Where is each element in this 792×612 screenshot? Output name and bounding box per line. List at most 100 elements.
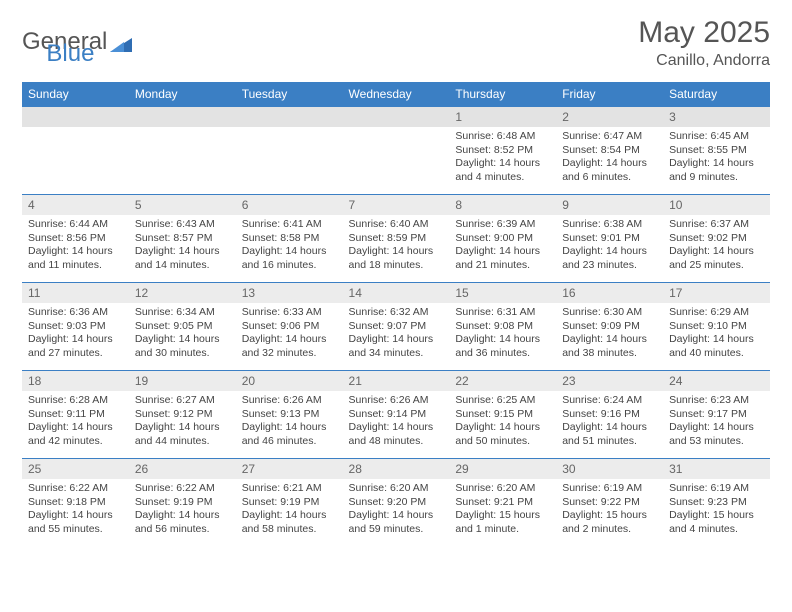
- day-cell: [236, 107, 343, 195]
- detail-line: and 56 minutes.: [135, 523, 230, 537]
- day-details: Sunrise: 6:26 AMSunset: 9:14 PMDaylight:…: [343, 391, 450, 455]
- week-row: 4Sunrise: 6:44 AMSunset: 8:56 PMDaylight…: [22, 195, 770, 283]
- logo-triangle-icon: [110, 31, 132, 47]
- day-details: Sunrise: 6:39 AMSunset: 9:00 PMDaylight:…: [449, 215, 556, 279]
- day-number: 4: [22, 195, 129, 215]
- day-number: 29: [449, 459, 556, 479]
- detail-line: Daylight: 14 hours: [455, 157, 550, 171]
- detail-line: Daylight: 14 hours: [28, 245, 123, 259]
- day-details: Sunrise: 6:44 AMSunset: 8:56 PMDaylight:…: [22, 215, 129, 279]
- detail-line: Daylight: 14 hours: [242, 333, 337, 347]
- detail-line: Sunrise: 6:29 AM: [669, 306, 764, 320]
- detail-line: Daylight: 14 hours: [669, 333, 764, 347]
- day-details: [343, 127, 450, 136]
- detail-line: and 9 minutes.: [669, 171, 764, 185]
- day-number: 17: [663, 283, 770, 303]
- day-cell: 29Sunrise: 6:20 AMSunset: 9:21 PMDayligh…: [449, 459, 556, 547]
- day-details: Sunrise: 6:36 AMSunset: 9:03 PMDaylight:…: [22, 303, 129, 367]
- day-cell: 23Sunrise: 6:24 AMSunset: 9:16 PMDayligh…: [556, 371, 663, 459]
- detail-line: Sunset: 9:15 PM: [455, 408, 550, 422]
- day-number: 26: [129, 459, 236, 479]
- detail-line: Sunrise: 6:32 AM: [349, 306, 444, 320]
- day-number: 10: [663, 195, 770, 215]
- detail-line: Daylight: 15 hours: [455, 509, 550, 523]
- day-details: Sunrise: 6:24 AMSunset: 9:16 PMDaylight:…: [556, 391, 663, 455]
- detail-line: Sunset: 9:01 PM: [562, 232, 657, 246]
- detail-line: Sunrise: 6:24 AM: [562, 394, 657, 408]
- detail-line: Sunset: 9:21 PM: [455, 496, 550, 510]
- day-number: 23: [556, 371, 663, 391]
- detail-line: and 18 minutes.: [349, 259, 444, 273]
- detail-line: Sunrise: 6:21 AM: [242, 482, 337, 496]
- day-cell: [343, 107, 450, 195]
- detail-line: Sunset: 9:10 PM: [669, 320, 764, 334]
- detail-line: Sunrise: 6:27 AM: [135, 394, 230, 408]
- detail-line: Daylight: 14 hours: [455, 421, 550, 435]
- detail-line: Sunrise: 6:20 AM: [349, 482, 444, 496]
- detail-line: Sunrise: 6:31 AM: [455, 306, 550, 320]
- day-cell: 18Sunrise: 6:28 AMSunset: 9:11 PMDayligh…: [22, 371, 129, 459]
- day-details: Sunrise: 6:38 AMSunset: 9:01 PMDaylight:…: [556, 215, 663, 279]
- day-number: 30: [556, 459, 663, 479]
- day-details: Sunrise: 6:20 AMSunset: 9:21 PMDaylight:…: [449, 479, 556, 543]
- day-details: Sunrise: 6:47 AMSunset: 8:54 PMDaylight:…: [556, 127, 663, 191]
- day-cell: 16Sunrise: 6:30 AMSunset: 9:09 PMDayligh…: [556, 283, 663, 371]
- detail-line: Sunset: 8:56 PM: [28, 232, 123, 246]
- detail-line: Daylight: 14 hours: [242, 421, 337, 435]
- detail-line: and 36 minutes.: [455, 347, 550, 361]
- week-row: 11Sunrise: 6:36 AMSunset: 9:03 PMDayligh…: [22, 283, 770, 371]
- detail-line: Daylight: 14 hours: [455, 245, 550, 259]
- day-number: 16: [556, 283, 663, 303]
- detail-line: Sunset: 8:55 PM: [669, 144, 764, 158]
- detail-line: Sunrise: 6:30 AM: [562, 306, 657, 320]
- detail-line: Sunset: 9:16 PM: [562, 408, 657, 422]
- day-cell: [22, 107, 129, 195]
- detail-line: Sunset: 9:03 PM: [28, 320, 123, 334]
- detail-line: and 58 minutes.: [242, 523, 337, 537]
- detail-line: and 34 minutes.: [349, 347, 444, 361]
- day-cell: 19Sunrise: 6:27 AMSunset: 9:12 PMDayligh…: [129, 371, 236, 459]
- detail-line: Daylight: 14 hours: [28, 333, 123, 347]
- detail-line: Sunrise: 6:28 AM: [28, 394, 123, 408]
- day-number: 12: [129, 283, 236, 303]
- detail-line: Sunset: 9:19 PM: [242, 496, 337, 510]
- detail-line: Sunset: 9:02 PM: [669, 232, 764, 246]
- detail-line: and 44 minutes.: [135, 435, 230, 449]
- detail-line: Sunrise: 6:33 AM: [242, 306, 337, 320]
- detail-line: Daylight: 14 hours: [28, 509, 123, 523]
- day-cell: 30Sunrise: 6:19 AMSunset: 9:22 PMDayligh…: [556, 459, 663, 547]
- detail-line: Sunset: 9:13 PM: [242, 408, 337, 422]
- detail-line: Sunrise: 6:19 AM: [669, 482, 764, 496]
- day-cell: 13Sunrise: 6:33 AMSunset: 9:06 PMDayligh…: [236, 283, 343, 371]
- day-details: Sunrise: 6:43 AMSunset: 8:57 PMDaylight:…: [129, 215, 236, 279]
- day-details: Sunrise: 6:41 AMSunset: 8:58 PMDaylight:…: [236, 215, 343, 279]
- detail-line: and 4 minutes.: [669, 523, 764, 537]
- day-cell: 26Sunrise: 6:22 AMSunset: 9:19 PMDayligh…: [129, 459, 236, 547]
- detail-line: Sunrise: 6:23 AM: [669, 394, 764, 408]
- day-details: Sunrise: 6:32 AMSunset: 9:07 PMDaylight:…: [343, 303, 450, 367]
- day-cell: 27Sunrise: 6:21 AMSunset: 9:19 PMDayligh…: [236, 459, 343, 547]
- day-number: [22, 107, 129, 127]
- detail-line: Daylight: 14 hours: [455, 333, 550, 347]
- detail-line: Sunset: 9:07 PM: [349, 320, 444, 334]
- detail-line: Sunset: 9:06 PM: [242, 320, 337, 334]
- detail-line: and 21 minutes.: [455, 259, 550, 273]
- weekday-header-row: Sunday Monday Tuesday Wednesday Thursday…: [22, 82, 770, 107]
- detail-line: and 6 minutes.: [562, 171, 657, 185]
- day-cell: 5Sunrise: 6:43 AMSunset: 8:57 PMDaylight…: [129, 195, 236, 283]
- detail-line: Daylight: 14 hours: [669, 421, 764, 435]
- day-details: Sunrise: 6:34 AMSunset: 9:05 PMDaylight:…: [129, 303, 236, 367]
- day-number: 5: [129, 195, 236, 215]
- day-cell: 31Sunrise: 6:19 AMSunset: 9:23 PMDayligh…: [663, 459, 770, 547]
- detail-line: Daylight: 14 hours: [562, 421, 657, 435]
- detail-line: Sunset: 8:59 PM: [349, 232, 444, 246]
- detail-line: and 11 minutes.: [28, 259, 123, 273]
- day-cell: 7Sunrise: 6:40 AMSunset: 8:59 PMDaylight…: [343, 195, 450, 283]
- detail-line: Sunset: 9:08 PM: [455, 320, 550, 334]
- day-details: Sunrise: 6:22 AMSunset: 9:19 PMDaylight:…: [129, 479, 236, 543]
- day-cell: 25Sunrise: 6:22 AMSunset: 9:18 PMDayligh…: [22, 459, 129, 547]
- day-number: 3: [663, 107, 770, 127]
- day-number: 25: [22, 459, 129, 479]
- weekday-header: Tuesday: [236, 82, 343, 107]
- detail-line: Daylight: 14 hours: [669, 157, 764, 171]
